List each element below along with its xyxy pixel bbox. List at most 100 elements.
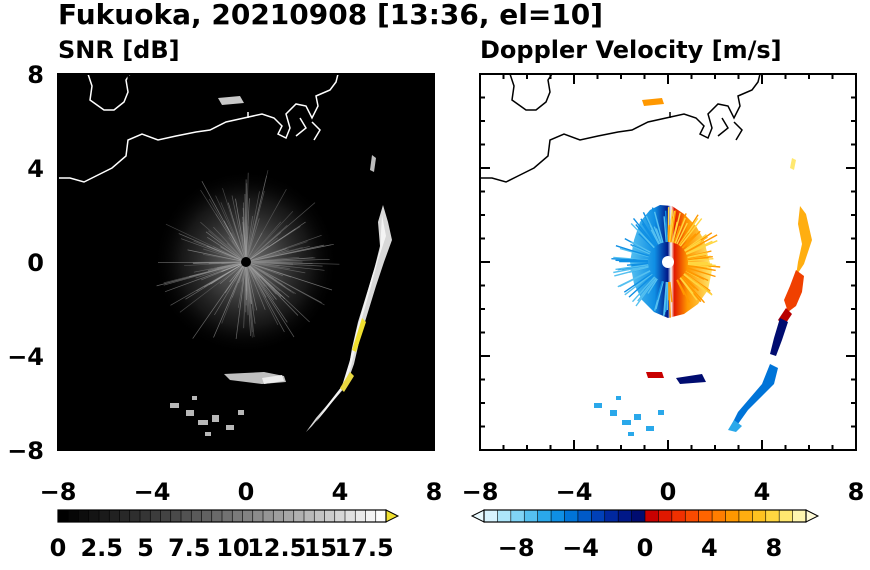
velocity-ray <box>676 222 688 245</box>
velocity-ray <box>628 274 654 298</box>
snr-ray <box>245 261 279 326</box>
velocity-x-tick-label: 8 <box>848 478 865 506</box>
velocity-x-tick-label: 0 <box>660 478 677 506</box>
snr-field <box>154 96 392 436</box>
snr-colorbar-color-segment <box>314 510 325 522</box>
snr-ray <box>179 261 247 313</box>
velocity-x-tick-label: −8 <box>462 478 499 506</box>
velocity-ray <box>684 239 702 252</box>
snr-ray <box>245 226 249 263</box>
velocity-colorbar-tick-label: −4 <box>562 534 599 562</box>
velocity-echo-north <box>642 98 664 106</box>
velocity-ray <box>614 266 649 277</box>
velocity-ray <box>687 256 713 261</box>
velocity-colorbar-color-segment <box>792 510 807 522</box>
snr-ray <box>245 261 280 267</box>
velocity-x-tick-labels: −8 −4 0 4 8 <box>462 478 865 506</box>
velocity-ray <box>635 224 656 248</box>
snr-y-tick-label: −4 <box>7 343 44 371</box>
snr-echo-peak-yellow-2 <box>340 372 354 392</box>
snr-ray <box>245 218 260 263</box>
velocity-echo-south-red <box>646 372 664 378</box>
snr-ray <box>245 191 260 263</box>
snr-radar-site <box>241 257 251 267</box>
velocity-colorbar-color-segment <box>671 510 686 522</box>
velocity-ray <box>687 258 714 262</box>
snr-colorbar-color-segment <box>365 510 377 522</box>
snr-ray <box>164 261 247 293</box>
snr-ray <box>245 261 295 338</box>
snr-x-tick-label: 8 <box>426 478 443 506</box>
velocity-panel: −8 −4 0 4 8 <box>462 73 865 506</box>
snr-ray <box>220 202 247 263</box>
snr-x-tick-label: 0 <box>238 478 255 506</box>
velocity-colorbar-color-segment <box>484 510 498 522</box>
velocity-x-tick-label: −4 <box>556 478 593 506</box>
snr-colorbar-tick-label: 12.5 <box>247 534 306 562</box>
snr-ray <box>163 261 247 284</box>
snr-colorbar-color-segment <box>88 510 100 522</box>
snr-ray <box>207 237 247 263</box>
snr-colorbar-color-segment <box>201 510 213 522</box>
velocity-ray <box>627 265 649 271</box>
snr-colorbar-color-segment <box>160 510 172 522</box>
snr-y-tick-label: 8 <box>27 61 44 89</box>
velocity-ray <box>635 277 657 307</box>
snr-y-tick-label: 0 <box>27 249 44 277</box>
velocity-ray <box>653 226 662 244</box>
velocity-colorbar-tick-label: 8 <box>765 534 782 562</box>
velocity-band-north-orange <box>796 206 812 276</box>
snr-ray <box>245 261 288 323</box>
velocity-ray <box>632 259 649 262</box>
snr-colorbar-color-segment <box>109 510 120 522</box>
velocity-ray <box>685 234 718 253</box>
snr-ray <box>245 261 323 267</box>
velocity-ray <box>686 245 706 255</box>
velocity-ray <box>686 267 716 278</box>
velocity-ray <box>663 281 668 317</box>
snr-colorbar-color-segment <box>78 510 90 522</box>
snr-ray <box>180 238 247 263</box>
figure-title: Fukuoka, 20210908 [13:36, el=10] <box>58 0 603 31</box>
snr-colorbar-color-segment <box>324 510 336 522</box>
velocity-ray <box>687 262 716 267</box>
velocity-ray <box>623 272 652 293</box>
snr-ray <box>245 261 275 289</box>
velocity-ray <box>615 259 649 263</box>
snr-colorbar-color-segment <box>283 510 295 522</box>
snr-colorbar-tick-label: 15 <box>304 534 337 562</box>
snr-colorbar-color-segment <box>170 510 182 522</box>
snr-x-tick-labels: −8 −4 0 4 8 <box>40 478 443 506</box>
snr-colorbar-tick-label: 0 <box>50 534 67 562</box>
snr-colorbar-color-segment <box>58 510 69 522</box>
snr-echo-southwest-cluster <box>170 396 244 436</box>
snr-colorbar-color-segment <box>252 510 264 522</box>
velocity-colorbar-color-segment <box>765 510 780 522</box>
velocity-colorbar-tick-label: 0 <box>637 534 654 562</box>
velocity-ray <box>631 276 656 303</box>
velocity-colorbar-color-segment <box>564 510 579 522</box>
snr-colorbar-color-segment <box>150 510 161 522</box>
snr-ray <box>245 261 294 294</box>
velocity-colorbar-extend-low <box>470 509 485 523</box>
velocity-colorbar <box>470 509 820 523</box>
velocity-colorbar-color-segment <box>779 510 793 522</box>
velocity-colorbar-color-segment <box>524 510 539 522</box>
velocity-band-dark-blue <box>770 318 788 356</box>
velocity-ray <box>681 275 696 289</box>
velocity-ray <box>634 273 653 288</box>
velocity-ray <box>683 273 705 291</box>
snr-ray <box>215 195 247 263</box>
snr-ray <box>200 221 247 263</box>
snr-colorbar-color-segment <box>375 510 387 522</box>
velocity-ray <box>626 262 649 266</box>
velocity-ray <box>679 218 703 247</box>
velocity-colorbar-color-segment <box>577 510 592 522</box>
velocity-ray <box>640 218 658 246</box>
snr-ray <box>213 261 247 338</box>
velocity-ray <box>668 224 671 243</box>
snr-colorbar-color-segment <box>181 510 192 522</box>
velocity-ray <box>682 230 701 249</box>
snr-colorbar <box>57 509 400 523</box>
